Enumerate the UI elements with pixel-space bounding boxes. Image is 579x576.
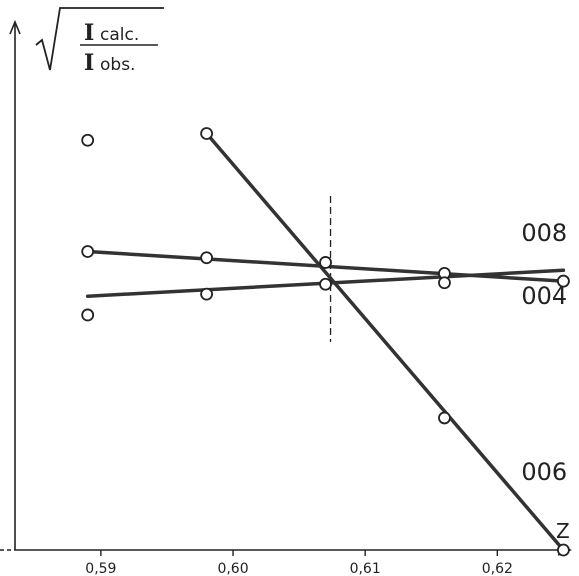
series-lines [85, 131, 566, 552]
x-tick-label: 0,59 [85, 561, 116, 576]
x-axis-title: Z [556, 519, 570, 543]
data-point-004 [556, 274, 570, 288]
square-root-sign [35, 7, 164, 71]
data-point-006 [81, 133, 95, 147]
data-point-006 [319, 256, 332, 269]
data-point-004 [319, 277, 332, 291]
x-tick-label: 0,62 [482, 561, 513, 576]
ylabel-numerator-sub: calc. [100, 25, 139, 45]
data-point-008 [81, 245, 95, 258]
y-axis-arrow [9, 19, 21, 35]
data-point-006 [200, 127, 214, 140]
data-point-006 [438, 411, 451, 425]
series-line-006 [204, 131, 566, 552]
series-label-006: 006 [521, 458, 567, 486]
series-label-008: 008 [521, 219, 567, 247]
data-point-006 [556, 543, 570, 557]
x-tick-label: 0,60 [217, 561, 248, 576]
data-point-004 [438, 276, 451, 290]
x-tick-label: 0,61 [350, 561, 381, 576]
series-points [81, 127, 570, 557]
data-point-004 [81, 308, 95, 322]
series-label-004: 004 [521, 282, 567, 310]
x-ticks: 0,59 0,60 0,61 0,62 [85, 550, 513, 576]
ylabel-numerator-symbol: I [84, 20, 94, 46]
data-point-008 [200, 251, 214, 265]
data-point-004 [200, 287, 214, 301]
axes [0, 19, 573, 556]
series-labels: 008 004 006 [521, 219, 567, 486]
y-axis-label: I calc. I obs. [35, 7, 164, 76]
ylabel-denominator-symbol: I [84, 50, 94, 76]
ylabel-denominator-sub: obs. [100, 55, 135, 75]
